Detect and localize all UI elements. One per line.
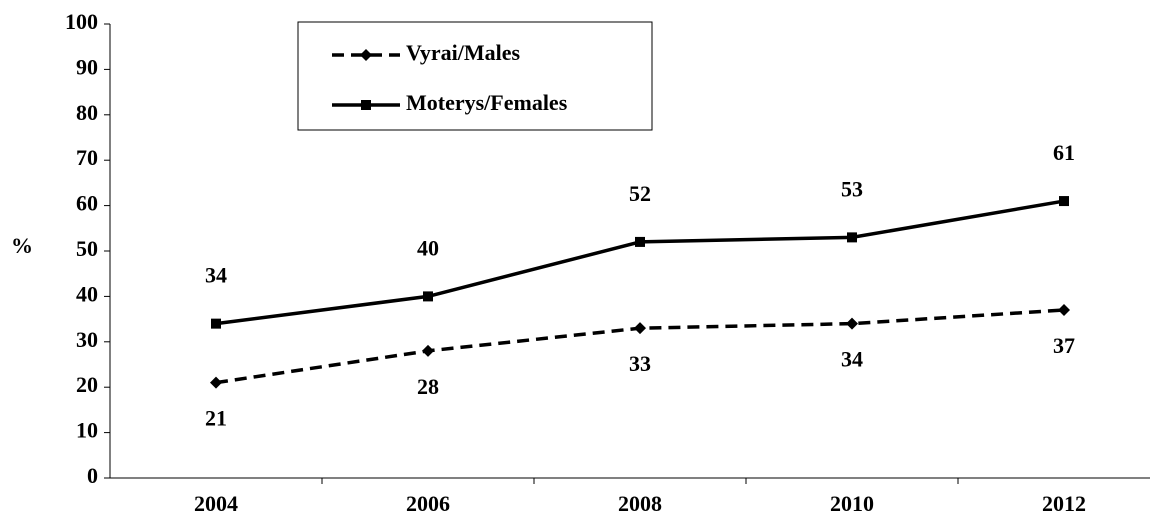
marker (634, 322, 646, 335)
y-tick-label: 80 (76, 100, 98, 125)
marker (211, 318, 221, 329)
legend-label: Vyrai/Males (406, 40, 520, 65)
data-label: 21 (205, 406, 227, 431)
marker (361, 100, 371, 110)
marker (847, 232, 857, 243)
x-tick-label: 2008 (618, 491, 662, 516)
marker (210, 376, 222, 389)
y-tick-label: 0 (87, 463, 98, 488)
y-tick-label: 40 (76, 281, 98, 306)
y-tick-label: 100 (65, 9, 98, 34)
x-tick-label: 2012 (1042, 491, 1086, 516)
y-tick-label: 70 (76, 145, 98, 170)
data-label: 28 (417, 374, 439, 399)
legend-box (297, 21, 653, 131)
data-label: 52 (629, 181, 651, 206)
data-label: 33 (629, 351, 651, 376)
marker (423, 291, 433, 302)
data-label: 37 (1053, 333, 1075, 358)
y-tick-label: 20 (76, 372, 98, 397)
series-line (215, 199, 1065, 326)
y-tick-label: 90 (76, 54, 98, 79)
data-label: 61 (1053, 140, 1075, 165)
x-tick-label: 2004 (194, 491, 238, 516)
x-tick-label: 2010 (830, 491, 874, 516)
data-label: 53 (841, 176, 863, 201)
marker (846, 317, 858, 330)
y-tick-label: 50 (76, 236, 98, 261)
y-tick-label: 10 (76, 418, 98, 443)
y-tick-label: 30 (76, 327, 98, 352)
data-label: 34 (841, 347, 863, 372)
data-label: 34 (205, 263, 227, 288)
y-axis-label: % (11, 233, 33, 258)
data-label: 40 (417, 235, 439, 260)
marker (635, 236, 645, 247)
legend-label: Moterys/Females (406, 90, 568, 115)
x-tick-label: 2006 (406, 491, 450, 516)
marker (422, 344, 434, 357)
y-tick-label: 60 (76, 191, 98, 216)
marker (1058, 304, 1070, 317)
marker (1059, 196, 1069, 207)
marker (360, 49, 372, 61)
